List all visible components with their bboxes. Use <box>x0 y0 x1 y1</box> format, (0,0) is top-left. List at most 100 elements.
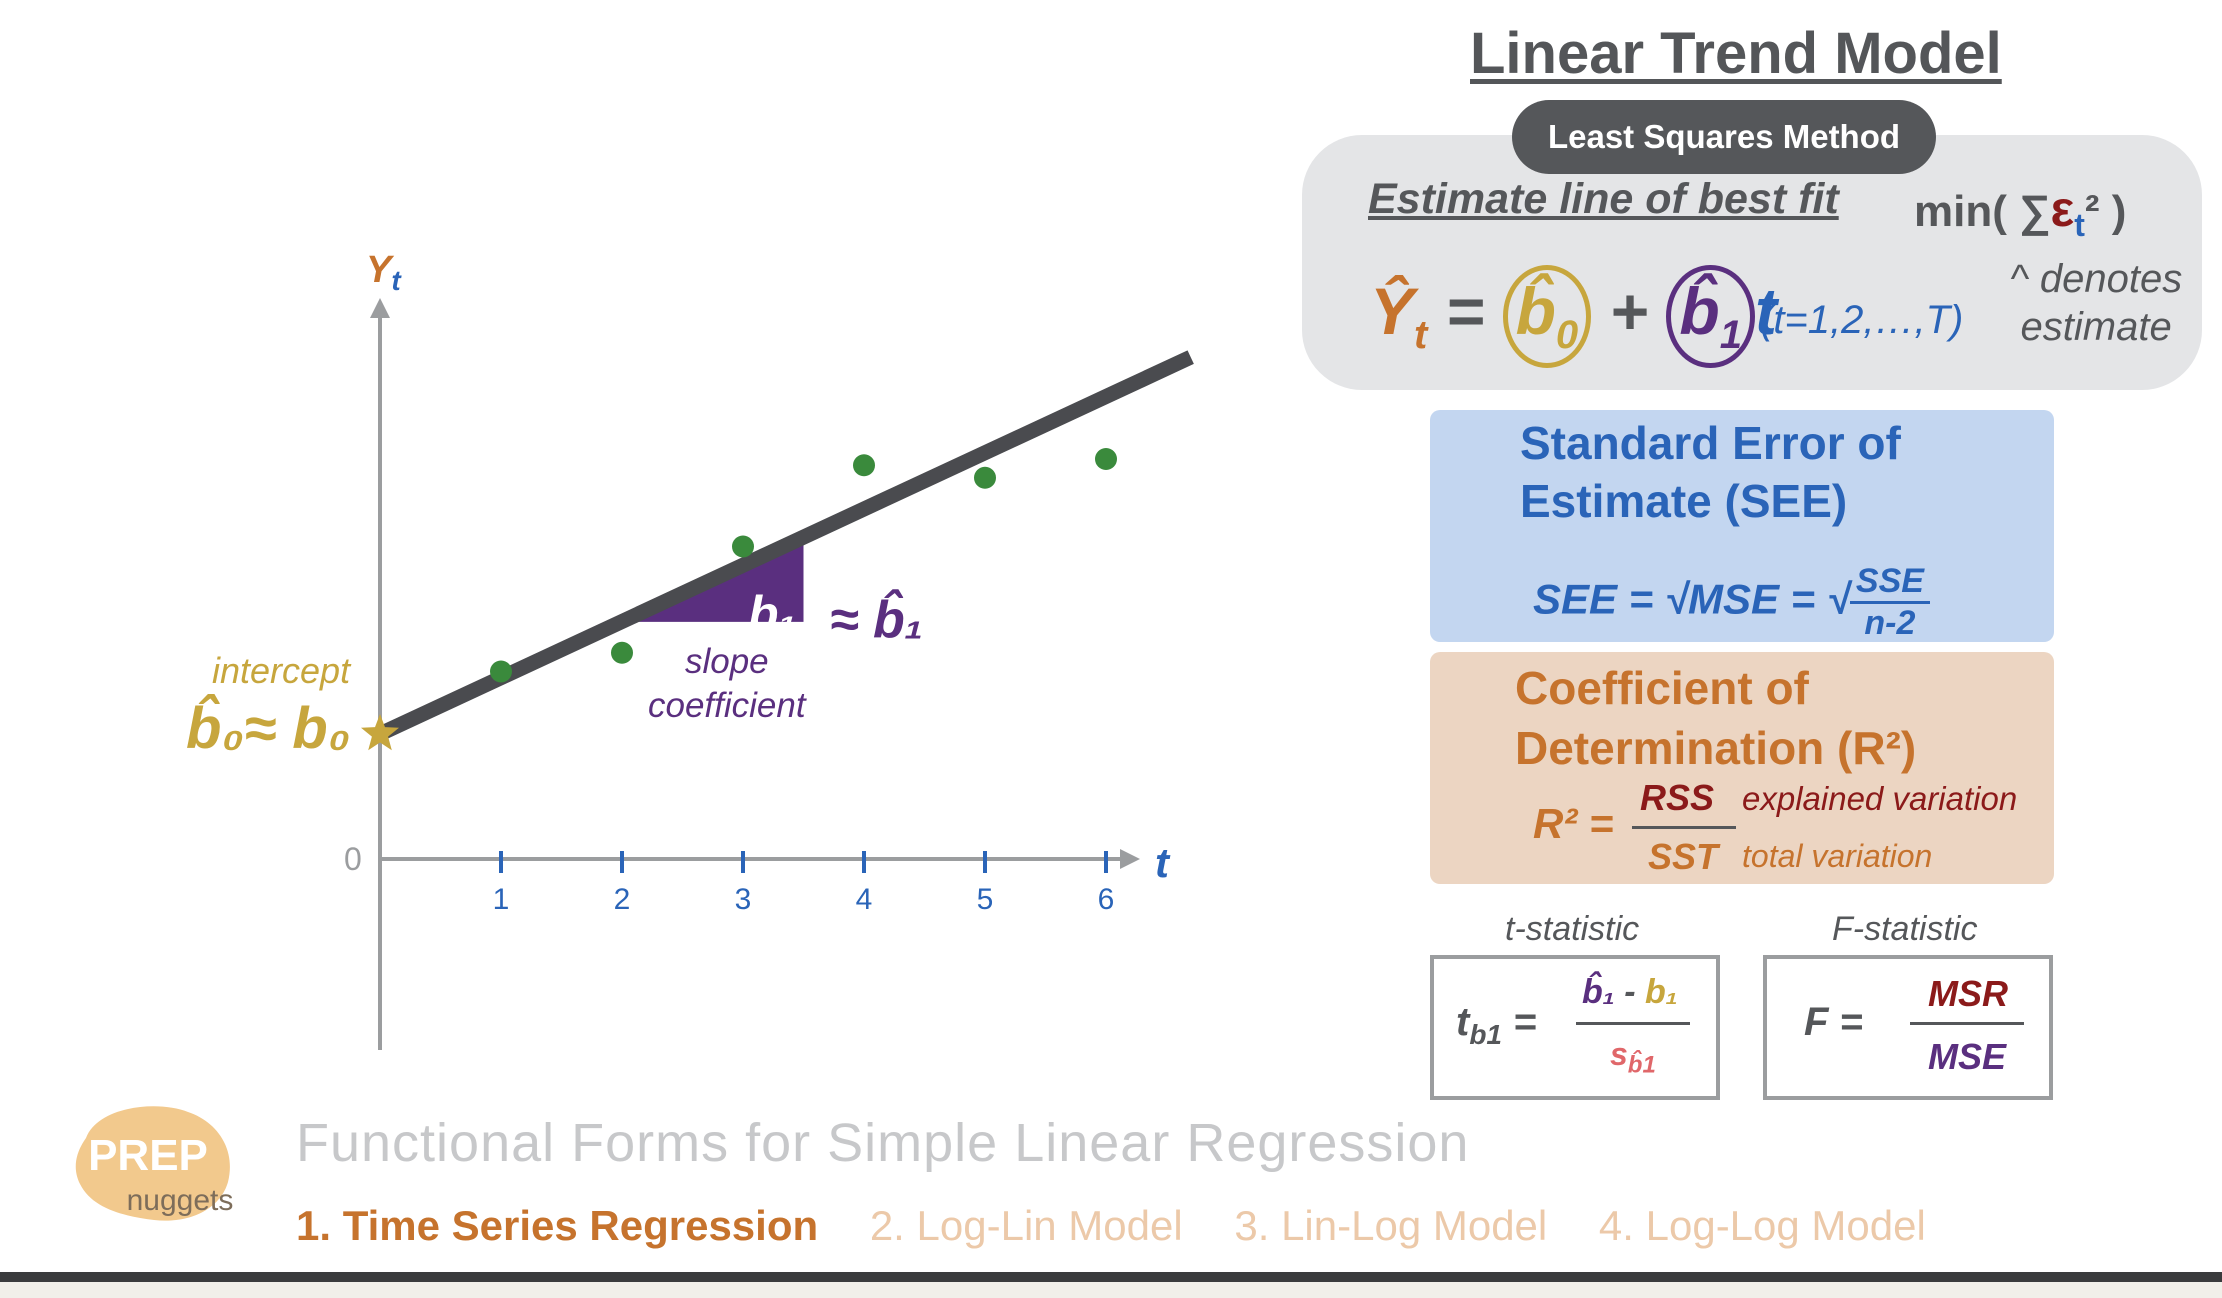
explained-variation: explained variation <box>1742 780 2018 817</box>
see-fraction: SSE n-2 <box>1849 562 1930 643</box>
y-axis-label: Yt <box>366 249 402 296</box>
see-formula: SEE = √MSE = √ SSE n-2 <box>1533 562 1930 643</box>
data-point <box>732 535 754 558</box>
intercept-star-icon <box>361 714 399 751</box>
t-stat-box <box>1430 955 1720 1100</box>
f-stat-numerator: MSR <box>1928 973 2008 1014</box>
f-stat-lhs: F = <box>1804 1000 1863 1044</box>
x-tick-label: 3 <box>735 883 752 916</box>
data-point <box>611 641 633 664</box>
t-fraction-bar <box>1576 1022 1690 1025</box>
see-denominator: n-2 <box>1864 604 1916 642</box>
slope-line1: slope <box>684 642 769 681</box>
logo-nuggets: nuggets <box>127 1184 234 1217</box>
see-title-line2: Estimate (SEE) <box>1520 475 1848 527</box>
eq-equals: = <box>1427 274 1503 348</box>
x-axis-arrow <box>1120 849 1140 869</box>
b0-approx-label: b̂₀≈ b₀ <box>186 696 351 761</box>
r2-title-line1: Coefficient of <box>1515 662 1809 714</box>
f-stat-denominator: MSE <box>1928 1036 2007 1077</box>
see-box <box>1430 410 2054 642</box>
least-squares-pill: Least Squares Method <box>1512 100 1936 174</box>
min-expression: min( ∑εt² ) <box>1914 180 2126 244</box>
data-point <box>490 660 512 683</box>
t-lhs-eq: = <box>1502 1000 1537 1044</box>
least-squares-panel <box>1302 135 2202 390</box>
tab-log-log-model[interactable]: 4. Log-Log Model <box>1598 1202 1926 1249</box>
see-title-line1: Standard Error of <box>1520 417 1901 469</box>
r2-denominator: SST <box>1648 836 1719 877</box>
trend-line <box>376 350 1194 741</box>
t-num-b1hat: b̂₁ <box>1582 973 1615 1011</box>
min-close: ² ) <box>2084 187 2127 236</box>
r2-title-line2: Determination (R²) <box>1515 722 1917 774</box>
b1-triangle-label: b₁ <box>748 586 797 642</box>
bottom-strip <box>0 1282 2222 1298</box>
t-stat-lhs: tb1 = <box>1456 1000 1537 1051</box>
epsilon-symbol: ε <box>2050 181 2075 237</box>
r2-fraction-bar <box>1632 826 1736 829</box>
data-points <box>490 448 1117 683</box>
eq-plus: + <box>1591 274 1667 348</box>
t-stat-numerator: b̂₁ - b₁ <box>1582 973 1678 1012</box>
x-tick-label: 5 <box>977 883 994 916</box>
zero-label: 0 <box>344 841 362 877</box>
bottom-bar <box>0 1272 2222 1282</box>
data-point <box>974 466 996 489</box>
trend-chart: 1 2 3 4 5 6 Yt t 0 <box>344 249 1194 1050</box>
x-tick-label: 6 <box>1098 883 1115 916</box>
x-tick-label: 2 <box>614 883 631 916</box>
r2-title: Coefficient of Determination (R²) <box>1515 658 1916 778</box>
tab-log-lin-model[interactable]: 2. Log-Lin Model <box>869 1202 1183 1249</box>
tab-time-series-regression[interactable]: 1. Time Series Regression <box>296 1202 819 1249</box>
b0-circled: b̂0 <box>1502 265 1592 369</box>
b1-approx-label: ≈ b̂₁ <box>830 591 924 649</box>
min-open: min( ∑ <box>1914 187 2051 236</box>
x-tick-label: 4 <box>856 883 873 916</box>
denotes-line2: estimate <box>2020 305 2172 349</box>
page-title: Linear Trend Model <box>1470 21 2002 86</box>
t-lhs-t: t <box>1456 1000 1470 1044</box>
f-stat-box <box>1763 955 2053 1100</box>
b0-hat: b̂ <box>1515 274 1556 348</box>
x-tick-labels: 1 2 3 4 5 6 <box>493 883 1115 916</box>
trend-equation: Ŷt = b̂0 + b̂1 t <box>1370 265 1777 369</box>
see-title: Standard Error of Estimate (SEE) <box>1520 414 1901 530</box>
estimate-heading: Estimate line of best fit <box>1368 175 1839 223</box>
total-variation: total variation <box>1742 838 1933 874</box>
logo-prep: PREP <box>88 1131 208 1180</box>
t-den-sub: b̂1 <box>1627 1051 1656 1079</box>
t-stat-label: t-statistic <box>1505 910 1640 948</box>
slope-coefficient-label: slope coefficient <box>648 640 806 728</box>
eq-t: t <box>1754 274 1777 348</box>
eq-lhs: Ŷ <box>1370 274 1415 348</box>
data-point <box>853 454 875 477</box>
r2-lhs: R² = <box>1533 800 1614 847</box>
b0-sub: 0 <box>1555 313 1579 358</box>
t-num-b1: b₁ <box>1644 973 1678 1011</box>
t-range: (t=1,2,…,T) <box>1760 298 1964 342</box>
t-lhs-sub: b1 <box>1469 1019 1503 1050</box>
eq-lhs-sub: t <box>1414 313 1428 358</box>
t-num-minus: - <box>1614 973 1645 1011</box>
b1-hat: b̂ <box>1679 274 1720 348</box>
b1-sub: 1 <box>1719 313 1742 358</box>
r2-box <box>1430 652 2054 884</box>
f-stat-label: F-statistic <box>1832 910 1978 948</box>
data-point <box>1095 448 1117 470</box>
x-ticks <box>499 851 1108 873</box>
t-den-s: s <box>1610 1036 1628 1072</box>
x-axis-label: t <box>1155 839 1171 886</box>
denotes-line1: ^ denotes <box>2010 257 2183 301</box>
r2-numerator: RSS <box>1640 777 1715 818</box>
denotes-note: ^ denotes estimate <box>2010 255 2182 351</box>
b1-circled: b̂1 <box>1666 265 1755 369</box>
x-tick-label: 1 <box>493 883 510 916</box>
f-fraction-bar <box>1910 1022 2024 1025</box>
tab-lin-log-model[interactable]: 3. Lin-Log Model <box>1234 1202 1548 1249</box>
slope-line2: coefficient <box>648 686 806 725</box>
model-tabs: 1. Time Series Regression 2. Log-Lin Mod… <box>296 1202 1966 1250</box>
prep-nuggets-logo: PREP nuggets <box>75 1106 234 1221</box>
see-lhs: SEE = √MSE = √ <box>1533 575 1850 623</box>
see-numerator: SSE <box>1849 562 1930 604</box>
